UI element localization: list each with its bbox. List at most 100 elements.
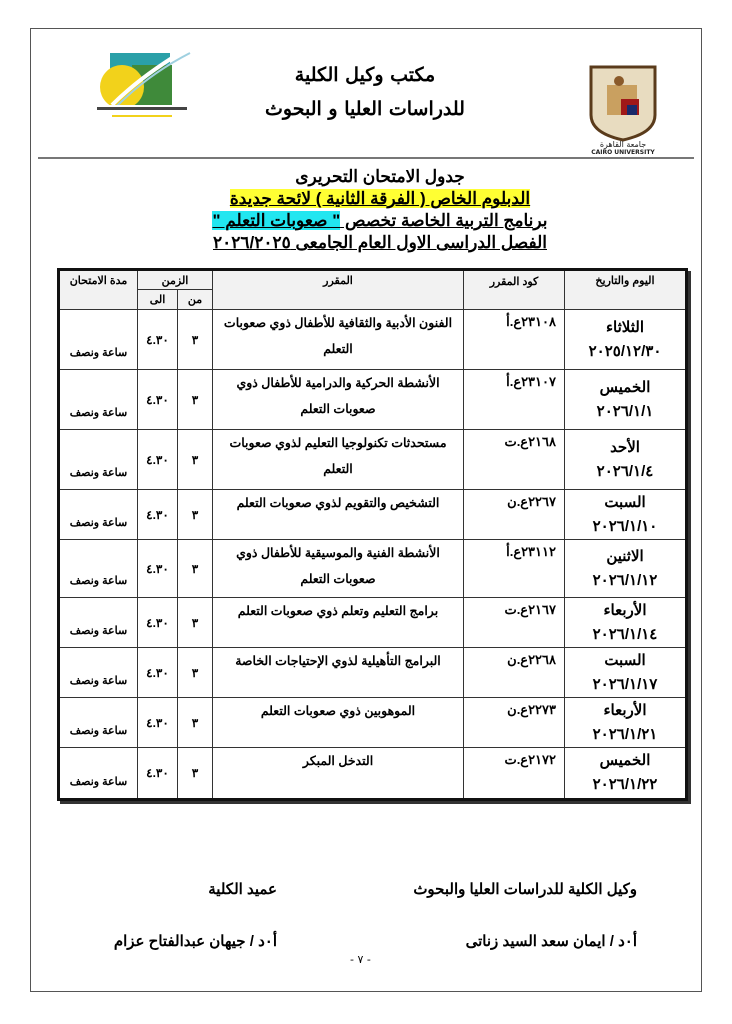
course-name: الفنون الأدبية والثقافية للأطفال ذوي صعو… bbox=[212, 309, 464, 370]
header-divider bbox=[38, 157, 694, 159]
header-date: اليوم والتاريخ bbox=[564, 269, 687, 310]
day-name: الأربعاء bbox=[603, 601, 647, 619]
date-cell: الثلاثاء ٢٠٢٥/١٢/٣٠ bbox=[564, 309, 687, 370]
date-cell: السبت ٢٠٢٦/١/١٠ bbox=[564, 489, 687, 540]
time-from: ٣ bbox=[177, 369, 213, 430]
date-cell: الأحد ٢٠٢٦/١/٤ bbox=[564, 429, 687, 490]
exam-duration: ساعة ونصف bbox=[58, 429, 138, 490]
exam-date: ٢٠٢٦/١/٤ bbox=[596, 462, 654, 480]
header-to: الى bbox=[137, 289, 178, 310]
course-code: ٢٣١٠٧ع.أ bbox=[463, 369, 565, 430]
cairo-university-logo: جامعة القاهرة CAIRO UNIVERSITY bbox=[589, 65, 657, 155]
exam-date: ٢٠٢٦/١/١٢ bbox=[592, 571, 658, 589]
day-name: السبت bbox=[604, 651, 646, 669]
course-name: التشخيص والتقويم لذوي صعوبات التعلم bbox=[212, 489, 464, 540]
day-name: الخميس bbox=[599, 752, 651, 769]
course-name: الموهوبين ذوي صعوبات التعلم bbox=[212, 697, 464, 748]
table-row: الاثنين ٢٠٢٦/١/١٢ ٢٣١١٢ع.أ الأنشطة الفنية و… bbox=[58, 539, 687, 598]
exam-duration: ساعة ونصف bbox=[58, 369, 138, 430]
day-name: الأحد bbox=[610, 438, 640, 456]
time-from: ٣ bbox=[177, 539, 213, 598]
exam-duration: ساعة ونصف bbox=[58, 747, 138, 800]
title-line-3-prefix: برنامج التربية الخاصة تخصص bbox=[340, 211, 548, 230]
time-from: ٣ bbox=[177, 647, 213, 698]
course-code: ٢١٦٧ع.ت bbox=[463, 597, 565, 648]
time-from: ٣ bbox=[177, 429, 213, 490]
exam-date: ٢٠٢٦/١/٢٢ bbox=[592, 776, 658, 793]
header-time: الزمن bbox=[137, 269, 213, 290]
exam-date: ٢٠٢٦/١/١٠ bbox=[592, 517, 658, 535]
course-name: برامج التعليم وتعلم ذوي صعوبات التعلم bbox=[212, 597, 464, 648]
course-code: ٢٢٦٨ع.ن bbox=[463, 647, 565, 698]
table-row: السبت ٢٠٢٦/١/١٠ ٢٢٦٧ع.ن التشخيص والتقويم لذ… bbox=[58, 489, 687, 540]
svg-text:CAIRO UNIVERSITY: CAIRO UNIVERSITY bbox=[591, 149, 655, 155]
date-cell: الأربعاء ٢٠٢٦/١/١٤ bbox=[564, 597, 687, 648]
day-name: الخميس bbox=[599, 378, 651, 396]
title-line-3-highlight: " صعوبات التعلم " bbox=[212, 211, 341, 230]
course-name: التدخل المبكر bbox=[212, 747, 464, 800]
date-cell: الاثنين ٢٠٢٦/١/١٢ bbox=[564, 539, 687, 598]
time-from: ٣ bbox=[177, 597, 213, 648]
day-name: الاثنين bbox=[606, 547, 644, 565]
time-to: ٤.٣٠ bbox=[137, 309, 178, 370]
header-from: من bbox=[177, 289, 213, 310]
time-from: ٣ bbox=[177, 309, 213, 370]
office-line-1: مكتب وكيل الكلية bbox=[294, 64, 436, 86]
day-name: السبت bbox=[604, 493, 646, 511]
table-row: الخميس ٢٠٢٦/١/٢٢ ٢١٧٢ع.ت التدخل المبكر ٣ ٤.٣٠… bbox=[58, 747, 687, 800]
date-cell: الأربعاء ٢٠٢٦/١/٢١ bbox=[564, 697, 687, 748]
dean-title: عميد الكلية bbox=[208, 881, 277, 898]
course-name: البرامج التأهيلية لذوي الإحتياجات الخاصة bbox=[212, 647, 464, 698]
time-to: ٤.٣٠ bbox=[137, 647, 178, 698]
table-row: السبت ٢٠٢٦/١/١٧ ٢٢٦٨ع.ن البرامج التأهيلية ل… bbox=[58, 647, 687, 698]
course-name: الأنشطة الحركية والدرامية للأطفال ذوي صع… bbox=[212, 369, 464, 430]
time-from: ٣ bbox=[177, 489, 213, 540]
time-from: ٣ bbox=[177, 697, 213, 748]
page-number: - ٧ - bbox=[350, 953, 371, 966]
time-to: ٤.٣٠ bbox=[137, 489, 178, 540]
exam-duration: ساعة ونصف bbox=[58, 697, 138, 748]
time-to: ٤.٣٠ bbox=[137, 697, 178, 748]
exam-date: ٢٠٢٦/١/١ bbox=[596, 402, 654, 420]
course-name: مستحدثات تكنولوجيا التعليم لذوي صعوبات ا… bbox=[212, 429, 464, 490]
svg-text:جامعة القاهرة: جامعة القاهرة bbox=[600, 140, 646, 149]
date-cell: السبت ٢٠٢٦/١/١٧ bbox=[564, 647, 687, 698]
title-line-4: الفصل الدراسى الاول العام الجامعى ٢٠٢٦/٢… bbox=[212, 233, 547, 252]
faculty-logo bbox=[92, 45, 192, 117]
exam-duration: ساعة ونصف bbox=[58, 489, 138, 540]
time-from: ٣ bbox=[177, 747, 213, 800]
office-line-2: للدراسات العليا و البحوث bbox=[265, 98, 465, 120]
course-code: ٢١٧٢ع.ت bbox=[463, 747, 565, 800]
course-code: ٢٣١٠٨ع.أ bbox=[463, 309, 565, 370]
vice-dean-name: أ٠د / ايمان سعد السيد زناتى bbox=[465, 933, 637, 950]
exam-duration: ساعة ونصف bbox=[58, 539, 138, 598]
table-row: الأحد ٢٠٢٦/١/٤ ٢١٦٨ع.ت مستحدثات تكنولوجيا ا… bbox=[58, 429, 687, 490]
exam-date: ٢٠٢٥/١٢/٣٠ bbox=[588, 342, 662, 360]
header-duration: مدة الامتحان bbox=[58, 269, 138, 310]
exam-date: ٢٠٢٦/١/١٧ bbox=[592, 675, 658, 693]
table-row: الخميس ٢٠٢٦/١/١ ٢٣١٠٧ع.أ الأنشطة الحركية وا… bbox=[58, 369, 687, 430]
date-cell: الخميس ٢٠٢٦/١/٢٢ bbox=[564, 747, 687, 800]
time-to: ٤.٣٠ bbox=[137, 429, 178, 490]
table-row: الأربعاء ٢٠٢٦/١/٢١ ٢٢٧٣ع.ن الموهوبين ذوي صع… bbox=[58, 697, 687, 748]
time-to: ٤.٣٠ bbox=[137, 539, 178, 598]
table-row: الثلاثاء ٢٠٢٥/١٢/٣٠ ٢٣١٠٨ع.أ الفنون الأدبية… bbox=[58, 309, 687, 370]
time-to: ٤.٣٠ bbox=[137, 369, 178, 430]
time-to: ٤.٣٠ bbox=[137, 597, 178, 648]
header-code: كود المقرر bbox=[463, 269, 565, 310]
exam-schedule-table: اليوم والتاريخ كود المقرر المقرر الزمن م… bbox=[57, 268, 688, 801]
dean-name: أ٠د / جيهان عبدالفتاح عزام bbox=[113, 933, 277, 950]
page-border bbox=[30, 28, 702, 992]
vice-dean-title: وكيل الكلية للدراسات العليا والبحوث bbox=[413, 881, 637, 898]
document-titles: جدول الامتحان التحريرى الدبلوم الخاص ( ا… bbox=[60, 166, 700, 254]
exam-duration: ساعة ونصف bbox=[58, 647, 138, 698]
course-name: الأنشطة الفنية والموسيقية للأطفال ذوي صع… bbox=[212, 539, 464, 598]
course-code: ٢١٦٨ع.ت bbox=[463, 429, 565, 490]
title-line-2: الدبلوم الخاص ( الفرقة الثانية ) لائحة ج… bbox=[229, 189, 531, 208]
exam-date: ٢٠٢٦/١/١٤ bbox=[592, 625, 658, 643]
time-to: ٤.٣٠ bbox=[137, 747, 178, 800]
title-line-1: جدول الامتحان التحريرى bbox=[295, 167, 465, 186]
day-name: الثلاثاء bbox=[605, 318, 644, 336]
date-cell: الخميس ٢٠٢٦/١/١ bbox=[564, 369, 687, 430]
table-row: الأربعاء ٢٠٢٦/١/١٤ ٢١٦٧ع.ت برامج التعليم وت… bbox=[58, 597, 687, 648]
